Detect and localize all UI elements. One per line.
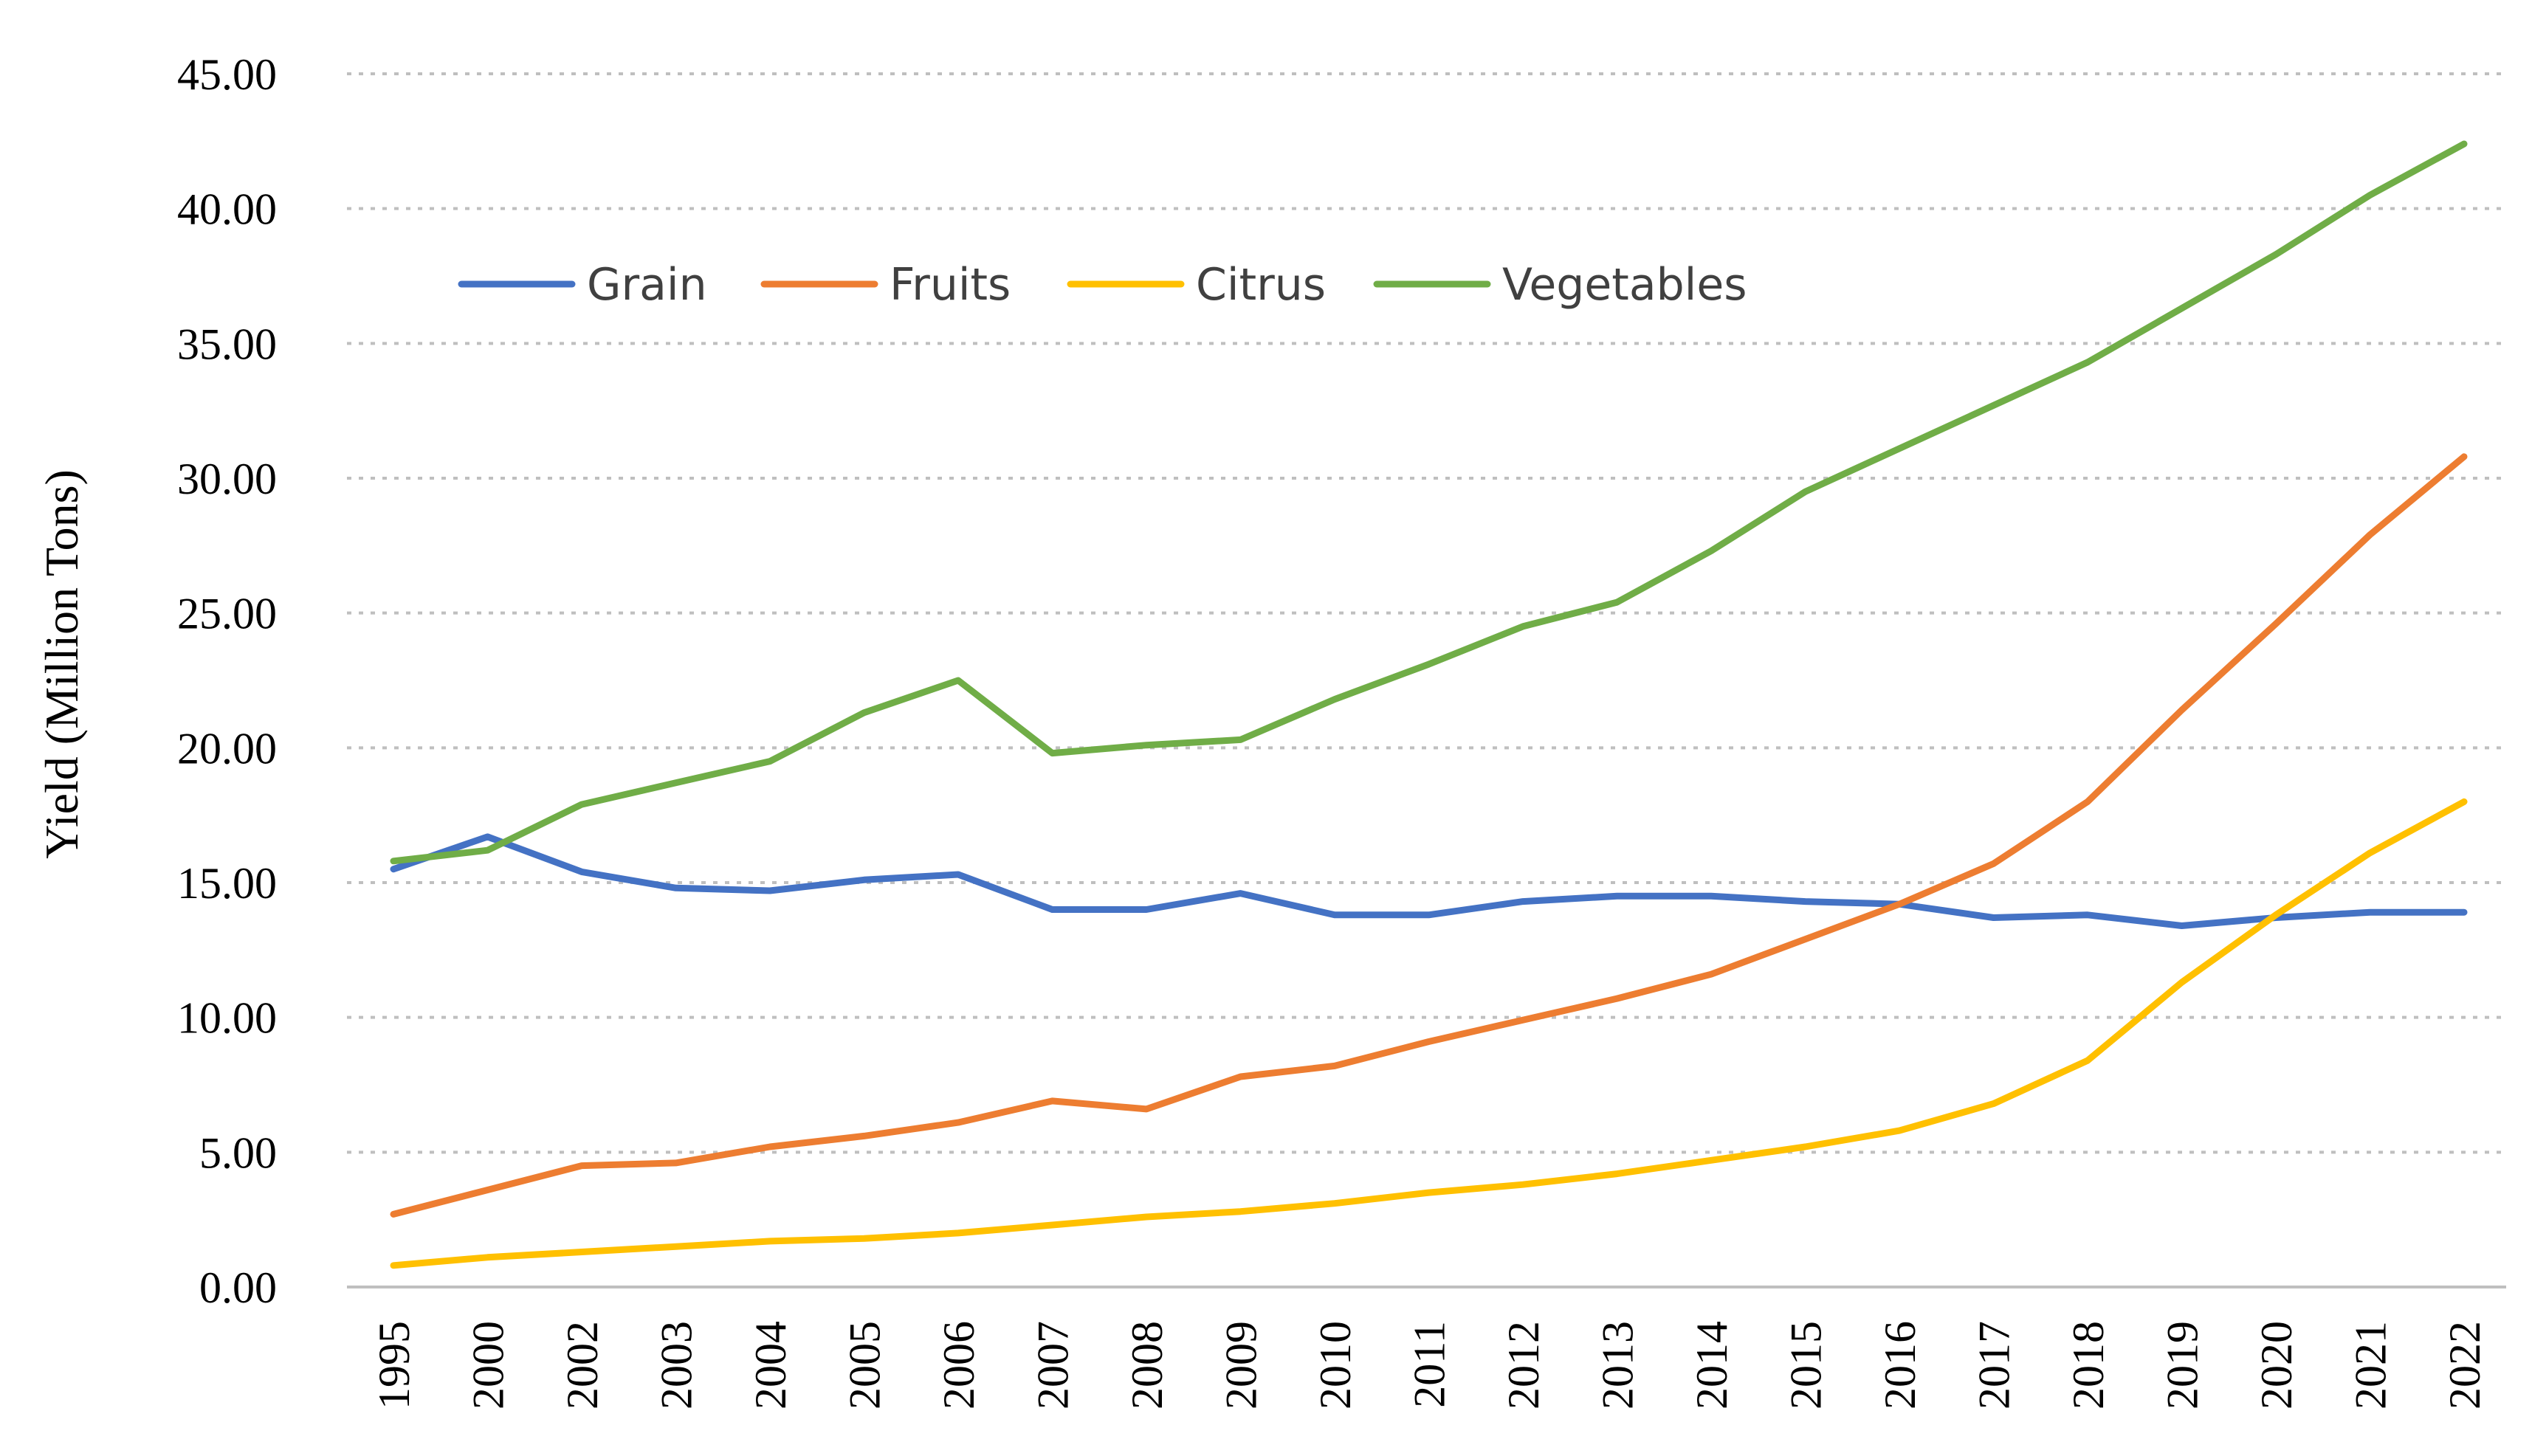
gridlines [347,72,2506,1288]
x-tick-label: 2000 [464,1321,513,1410]
legend-label-fruits: Fruits [890,259,1011,311]
x-tick-label: 2014 [1688,1321,1736,1410]
y-axis-ticks: 0.00 5.00 10.00 15.00 20.00 25.00 30.00 35.00 40… [177,50,277,1312]
x-tick-label: 2020 [2252,1321,2301,1410]
y-tick-label: 35.00 [177,320,277,368]
x-tick-label: 2005 [841,1321,890,1410]
x-tick-label: 2008 [1123,1321,1172,1410]
series-line-grain [390,833,2468,929]
y-tick-label: 20.00 [177,724,277,773]
y-tick-label: 30.00 [177,455,277,503]
y-tick-label: 25.00 [177,590,277,638]
y-tick-label: 10.00 [177,994,277,1043]
x-tick-label: 2022 [2440,1321,2489,1410]
y-axis-label: Yield (Million Tons) [35,469,88,859]
x-tick-label: 2010 [1311,1321,1360,1410]
x-tick-label: 2016 [1876,1321,1924,1410]
x-axis-ticks: 1995 2000 2002 2003 2004 2005 2006 2007 2008 2009… [370,1321,2489,1410]
x-tick-label: 1995 [370,1321,419,1410]
x-tick-label: 2004 [746,1321,795,1410]
x-tick-label: 2009 [1217,1321,1266,1410]
y-tick-label: 0.00 [199,1263,277,1312]
data-series [390,140,2468,1269]
legend-label-citrus: Citrus [1196,259,1326,311]
x-tick-label: 2007 [1029,1321,1078,1410]
y-tick-label: 15.00 [177,859,277,908]
y-tick-label: 40.00 [177,185,277,234]
legend-label-vegetables: Vegetables [1502,259,1747,311]
x-tick-label: 2021 [2347,1321,2395,1410]
x-tick-label: 2012 [1499,1321,1548,1410]
legend-label-grain: Grain [587,259,707,311]
legend: Grain Fruits Citrus Vegetables [458,259,1747,311]
y-tick-label: 5.00 [199,1128,277,1177]
x-tick-label: 2018 [2064,1321,2113,1410]
x-tick-label: 2006 [935,1321,983,1410]
x-tick-label: 2013 [1594,1321,1642,1410]
x-tick-label: 2002 [558,1321,607,1410]
x-tick-label: 2019 [2158,1321,2207,1410]
series-line-vegetables [390,140,2468,865]
x-tick-label: 2017 [1970,1321,2019,1410]
series-line-fruits [390,453,2468,1218]
series-line-citrus [390,798,2468,1269]
x-tick-label: 2011 [1406,1321,1454,1408]
x-tick-label: 2015 [1782,1321,1831,1410]
y-tick-label: 45.00 [177,50,277,99]
x-tick-label: 2003 [653,1321,701,1410]
